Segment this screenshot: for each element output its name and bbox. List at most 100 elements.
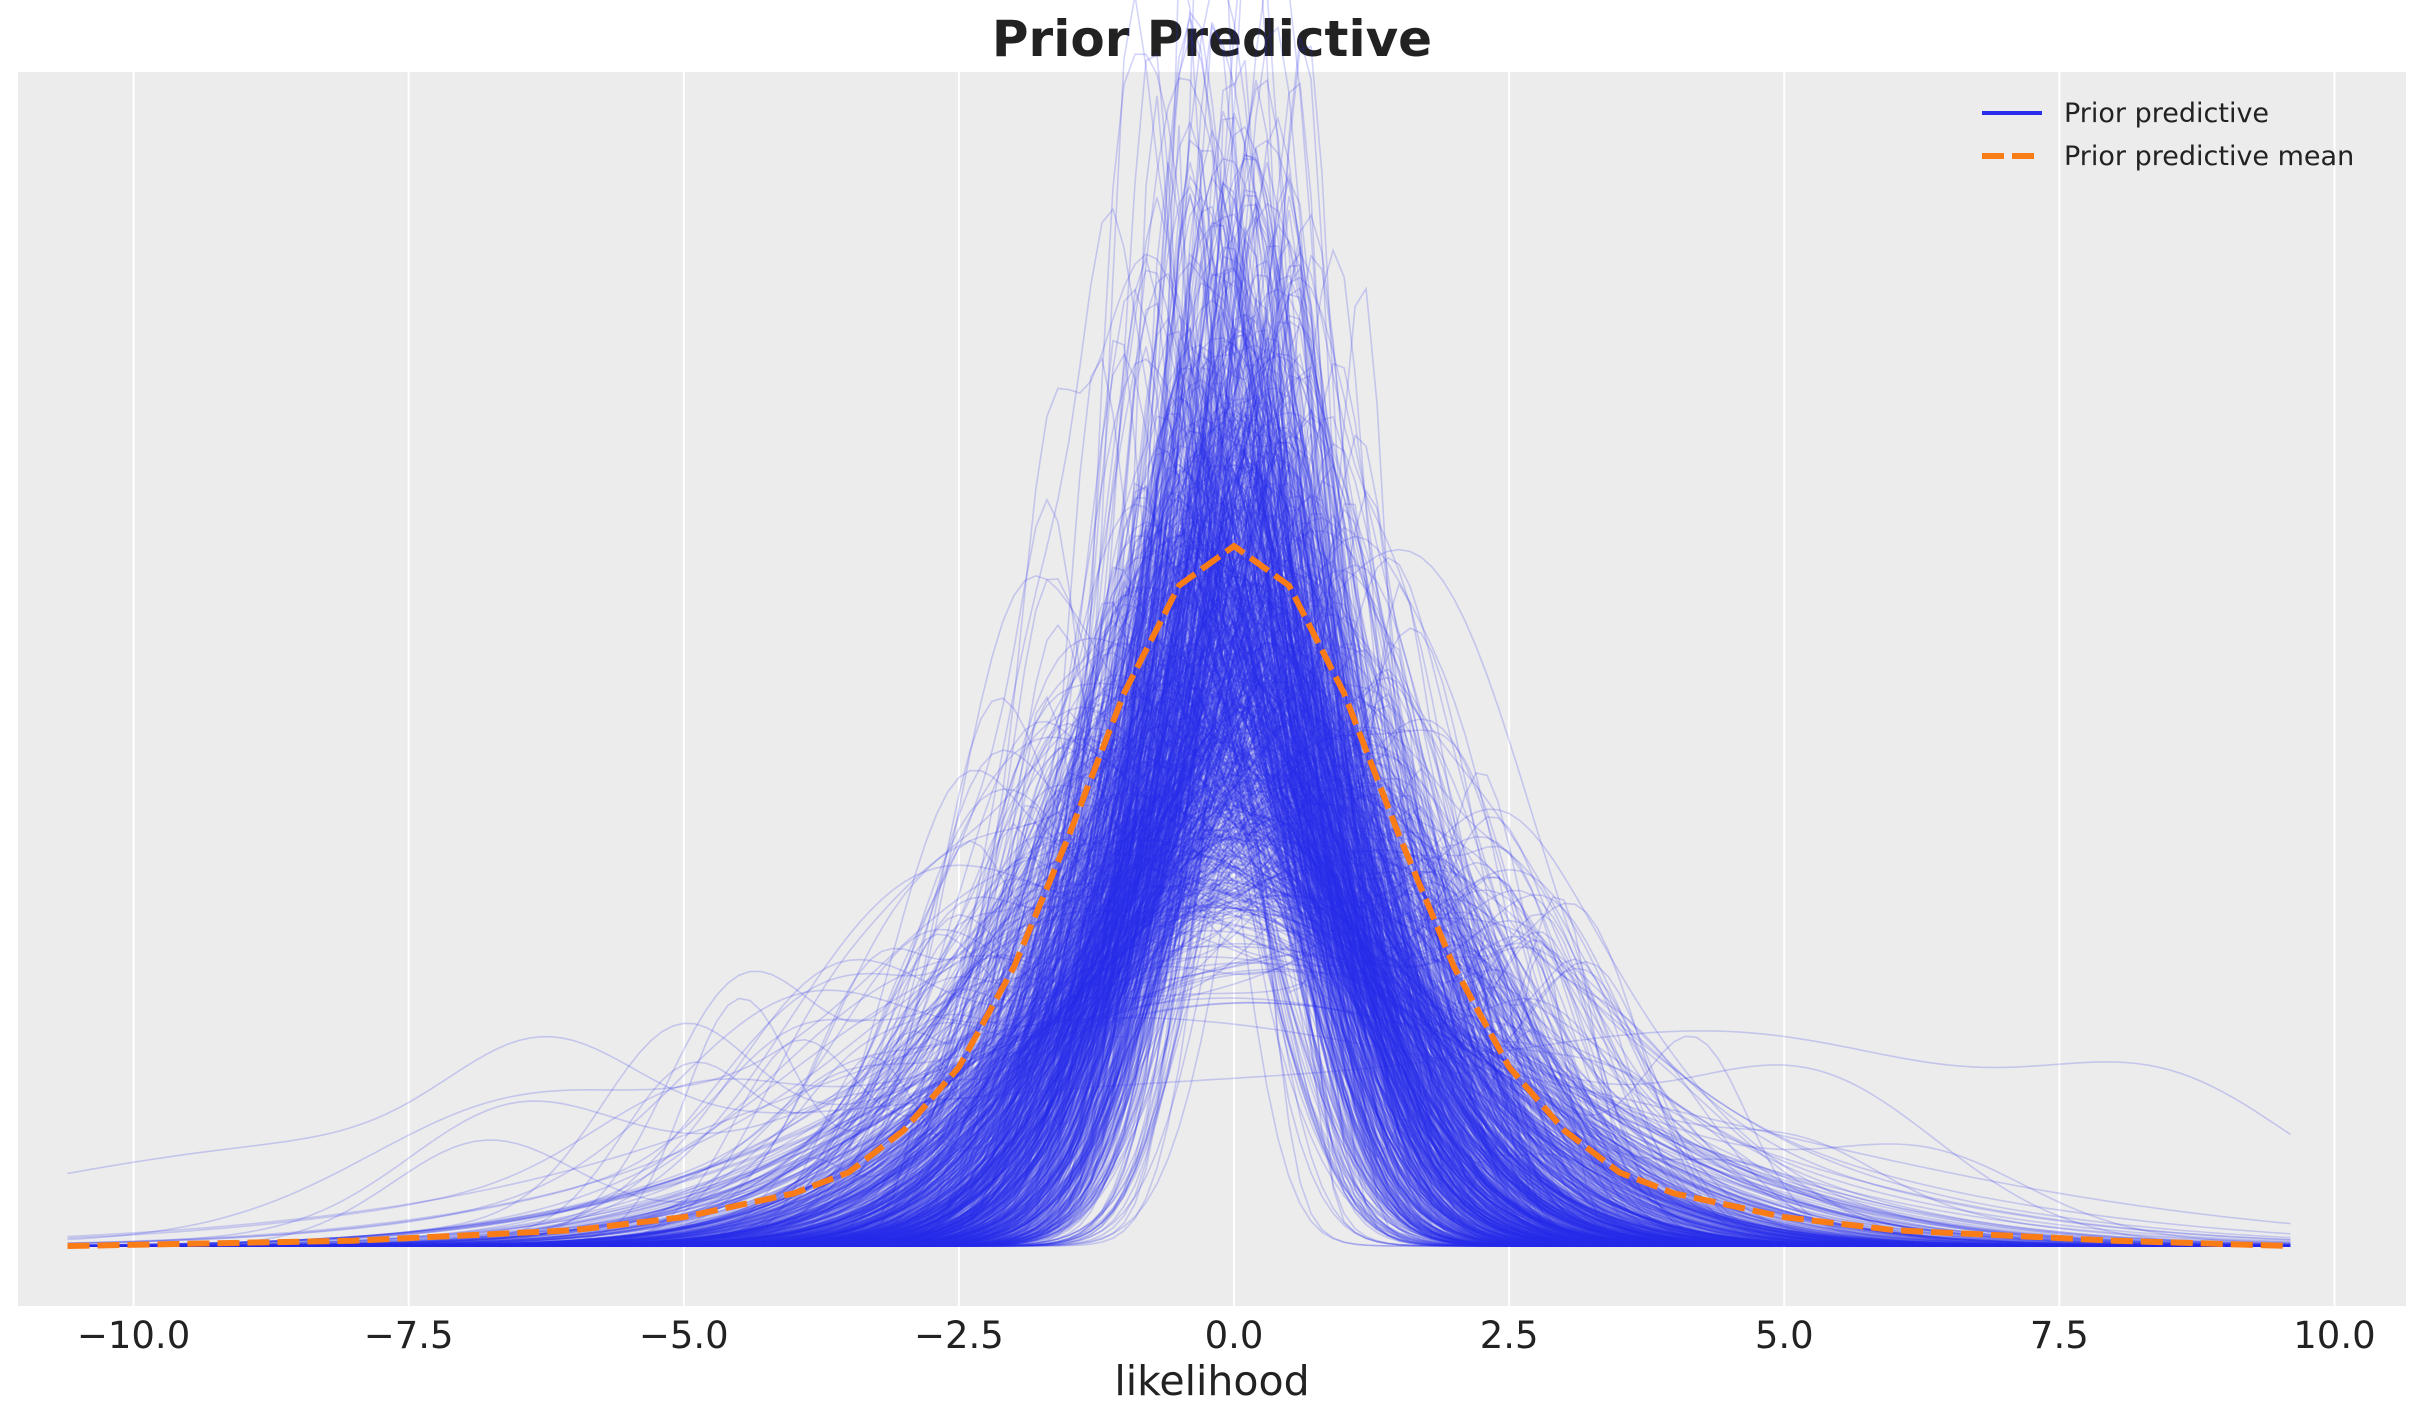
prior-predictive-curve [67,489,2291,1247]
prior-predictive-curve [67,488,2291,1247]
prior-predictive-curve [67,646,2291,1247]
prior-predictive-curve [67,684,2291,1247]
prior-predictive-curve [67,461,2291,1247]
prior-predictive-curve [67,629,2291,1247]
prior-predictive-curve [67,252,2291,1247]
prior-predictive-curve [67,313,2291,1247]
prior-predictive-curve [67,766,2291,1247]
prior-predictive-curve [67,194,2291,1247]
prior-predictive-curve [67,569,2291,1247]
prior-predictive-curve [67,327,2291,1247]
prior-predictive-curve [67,843,2291,1247]
prior-predictive-samples [67,0,2291,1247]
prior-predictive-curve [67,549,2291,1247]
prior-predictive-curve [67,634,2291,1247]
prior-predictive-curve [67,821,2291,1247]
prior-predictive-curve [67,581,2291,1247]
prior-predictive-curve [67,535,2291,1247]
prior-predictive-curve [67,737,2291,1247]
prior-predictive-curve [67,570,2291,1247]
prior-predictive-curve [67,352,2291,1247]
prior-predictive-curve [67,766,2291,1247]
prior-predictive-curve [67,404,2291,1247]
prior-predictive-curve [67,332,2291,1247]
prior-predictive-curve [67,549,2291,1247]
prior-predictive-curve [67,286,2291,1247]
prior-predictive-curve [67,597,2291,1247]
prior-predictive-curve [67,537,2291,1247]
prior-predictive-curve [67,635,2291,1247]
prior-predictive-curve [67,80,2291,1247]
prior-predictive-curve [67,854,2291,1247]
prior-predictive-curve [67,379,2291,1247]
prior-predictive-curve [67,844,2291,1247]
prior-predictive-curve [67,429,2291,1247]
prior-predictive-curve [67,704,2291,1247]
prior-predictive-curve [67,719,2291,1247]
prior-predictive-curve [67,642,2291,1247]
prior-predictive-curve [67,449,2291,1247]
prior-predictive-curve [67,487,2291,1247]
prior-predictive-curve [67,512,2291,1247]
prior-predictive-curve [67,747,2291,1247]
prior-predictive-curve [67,650,2291,1247]
prior-predictive-curve [67,309,2291,1247]
prior-predictive-curve [67,505,2291,1247]
x-tick-label: 5.0 [1755,1314,1814,1357]
prior-predictive-curve [67,319,2291,1247]
prior-predictive-curve [67,605,2291,1247]
prior-predictive-curve [67,838,2291,1241]
prior-predictive-curve [67,699,2291,1247]
prior-predictive-curve [67,495,2291,1247]
prior-predictive-curve [67,589,2291,1247]
prior-predictive-curve [67,409,2291,1247]
prior-predictive-curve [67,681,2291,1247]
x-tick-label: 7.5 [2030,1314,2089,1357]
prior-predictive-curve [67,590,2291,1247]
prior-predictive-curve [67,411,2291,1247]
prior-predictive-curve [67,421,2291,1247]
prior-predictive-curve [67,755,2291,1247]
prior-predictive-curve [67,181,2291,1247]
prior-predictive-curve [67,430,2291,1247]
prior-predictive-curve [67,506,2291,1247]
chart-title: Prior Predictive [992,10,1432,68]
prior-predictive-curve [67,529,2291,1247]
prior-predictive-curve [67,594,2291,1247]
prior-predictive-curve [67,342,2291,1247]
prior-predictive-curve [67,513,2291,1247]
prior-predictive-curve [67,700,2291,1247]
prior-predictive-curve [67,727,2291,1247]
prior-predictive-curve [67,534,2291,1247]
prior-predictive-curve [67,468,2291,1247]
prior-predictive-curve [67,501,2291,1247]
prior-predictive-curve [67,571,2291,1247]
prior-predictive-curve [67,209,2291,1247]
prior-predictive-curve [67,762,2291,1247]
prior-predictive-curve [67,599,2291,1247]
prior-predictive-curve [67,337,2291,1247]
prior-predictive-curve [67,161,2291,1247]
prior-predictive-curve [67,384,2291,1247]
prior-predictive-curve [67,176,2291,1247]
prior-predictive-curve [67,120,2291,1247]
prior-predictive-curve [67,1030,2291,1175]
x-axis-label: likelihood [1114,1357,1309,1405]
prior-predictive-curve [67,205,2291,1247]
prior-predictive-curve [67,700,2291,1247]
prior-predictive-curve [67,525,2291,1247]
prior-predictive-curve [67,704,2291,1247]
prior-predictive-curve [67,744,2291,1247]
prior-predictive-curve [67,471,2291,1247]
prior-predictive-curve [67,345,2291,1247]
prior-predictive-curve [67,456,2291,1247]
prior-predictive-curve [67,418,2291,1247]
prior-predictive-curve [67,450,2291,1247]
prior-predictive-curve [67,338,2291,1247]
prior-predictive-curve [67,612,2291,1247]
prior-predictive-curve [67,595,2291,1247]
prior-predictive-curve [67,585,2291,1247]
prior-predictive-curve [67,545,2291,1247]
prior-predictive-curve [67,661,2291,1247]
prior-predictive-curve [67,472,2291,1247]
